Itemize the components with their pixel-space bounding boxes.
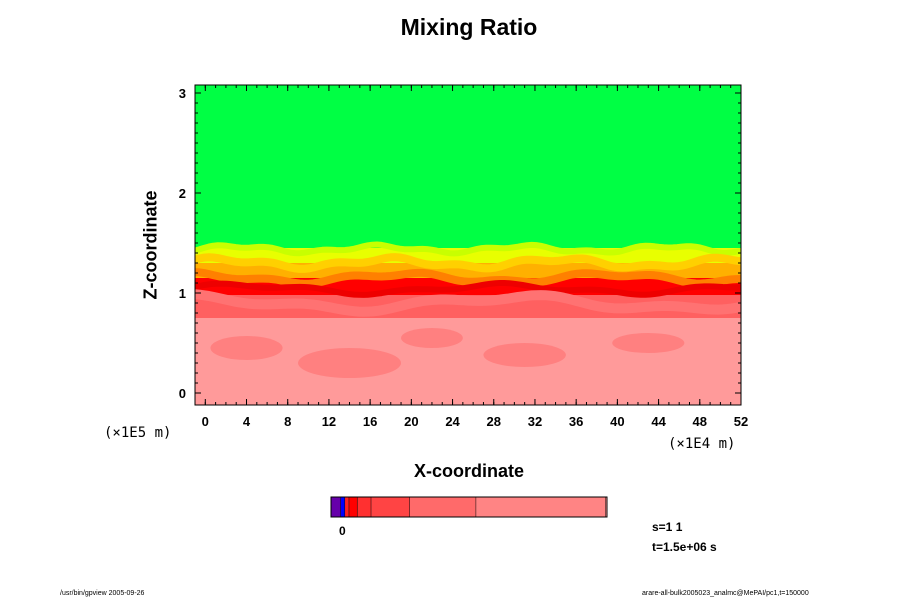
x-tick-label: 40 <box>610 414 624 429</box>
contour-field <box>195 85 741 405</box>
step-annotation: s=1 1 <box>652 520 683 534</box>
x-tick-label: 12 <box>322 414 336 429</box>
colorbar-segment <box>409 497 476 517</box>
interface-orange-wave <box>195 268 741 288</box>
footer-right: arare-all-bulk2005023_analmc@MePAI/pc1,t… <box>642 590 809 597</box>
colorbar-segment <box>344 497 349 517</box>
colorbar-segment <box>357 497 372 517</box>
x-tick-label: 32 <box>528 414 542 429</box>
plot-frame <box>194 84 742 406</box>
colorbar-segment <box>475 497 606 517</box>
y-axis-label: Z-coordinate <box>140 190 161 300</box>
x-tick-labels: 0 4 8 12 16 20 24 28 32 36 40 44 48 52 <box>202 414 749 429</box>
y-tick-label: 3 <box>179 86 186 101</box>
eddy-patch <box>401 328 463 348</box>
chart-title: Mixing Ratio <box>400 14 538 40</box>
x-tick-label: 8 <box>284 414 291 429</box>
colorbar-frame <box>330 496 608 518</box>
eddy-patch <box>612 333 685 353</box>
y-unit-label: (×1E5 m) <box>104 425 172 441</box>
y-tick-labels: 0 1 2 3 <box>179 86 186 401</box>
eddy-patch <box>210 336 283 360</box>
interface-yellow-wave <box>195 253 741 273</box>
colorbar-segment <box>371 497 410 517</box>
colorbar-segment <box>605 497 607 517</box>
interface-peak-wave <box>195 280 741 298</box>
x-tick-label: 0 <box>202 414 209 429</box>
time-annotation: t=1.5e+06 s <box>652 540 717 554</box>
x-tick-label: 52 <box>734 414 748 429</box>
axis-ticks <box>194 85 742 405</box>
colorbar-zero-label: 0 <box>339 524 346 538</box>
x-tick-label: 16 <box>363 414 377 429</box>
interface-upper-wave <box>195 241 741 257</box>
x-tick-label: 44 <box>651 414 666 429</box>
colorbar-segment <box>331 497 341 517</box>
x-tick-label: 20 <box>404 414 418 429</box>
x-tick-label: 28 <box>487 414 501 429</box>
colorbar <box>330 496 608 518</box>
y-tick-label: 1 <box>179 286 186 301</box>
x-tick-label: 24 <box>445 414 460 429</box>
y-tick-label: 0 <box>179 386 186 401</box>
footer-left: /usr/bin/gpview 2005-09-26 <box>60 590 145 597</box>
y-tick-label: 2 <box>179 186 186 201</box>
contour-layer-upper <box>195 85 741 248</box>
eddy-patch <box>298 348 402 378</box>
contour-layer-lower <box>195 318 741 405</box>
x-tick-label: 4 <box>243 414 251 429</box>
x-tick-label: 36 <box>569 414 583 429</box>
colorbar-segment <box>348 497 358 517</box>
colorbar-segment <box>340 497 345 517</box>
interface-lower-wave <box>195 289 741 317</box>
x-unit-label: (×1E4 m) <box>668 436 736 452</box>
eddy-patch <box>483 343 566 367</box>
x-axis-label: X-coordinate <box>413 461 524 481</box>
x-tick-label: 48 <box>693 414 707 429</box>
